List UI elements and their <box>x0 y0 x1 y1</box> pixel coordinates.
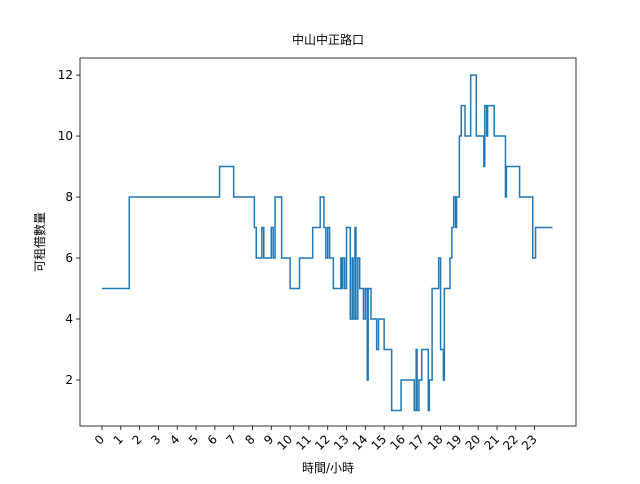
y-tick-label: 10 <box>58 129 73 143</box>
x-tick-label: 16 <box>387 432 408 453</box>
x-tick-label: 15 <box>369 432 390 453</box>
y-tick-label: 8 <box>65 190 73 204</box>
y-tick-label: 4 <box>65 312 73 326</box>
y-tick-label: 2 <box>65 373 73 387</box>
x-tick-label: 7 <box>223 432 238 447</box>
x-tick-label: 22 <box>500 432 521 453</box>
x-tick-label: 14 <box>350 432 371 453</box>
data-line <box>102 74 553 412</box>
x-axis-label: 時間/小時 <box>302 461 354 475</box>
x-tick-label: 6 <box>205 432 220 447</box>
x-tick-label: 11 <box>293 432 314 453</box>
x-tick-label: 1 <box>111 432 126 447</box>
x-tick-label: 23 <box>519 432 540 453</box>
x-tick-label: 21 <box>481 432 502 453</box>
x-tick-label: 4 <box>167 432 182 447</box>
x-tick-label: 10 <box>275 432 296 453</box>
y-axis-label: 可租借數量 <box>33 212 47 272</box>
x-tick-label: 5 <box>186 432 201 447</box>
x-tick-label: 19 <box>444 432 465 453</box>
y-tick-label: 6 <box>65 251 73 265</box>
x-tick-label: 8 <box>242 432 257 447</box>
x-tick-label: 17 <box>406 432 427 453</box>
chart-title: 中山中正路口 <box>292 32 364 47</box>
x-tick-label: 20 <box>463 432 484 453</box>
x-tick-label: 0 <box>92 432 107 447</box>
x-tick-label: 12 <box>312 432 333 453</box>
x-tick-label: 3 <box>148 432 163 447</box>
x-tick-label: 2 <box>129 432 144 447</box>
x-tick-label: 9 <box>261 432 276 447</box>
x-tick-label: 13 <box>331 432 352 453</box>
y-tick-label: 12 <box>58 68 73 82</box>
x-tick-label: 18 <box>425 432 446 453</box>
